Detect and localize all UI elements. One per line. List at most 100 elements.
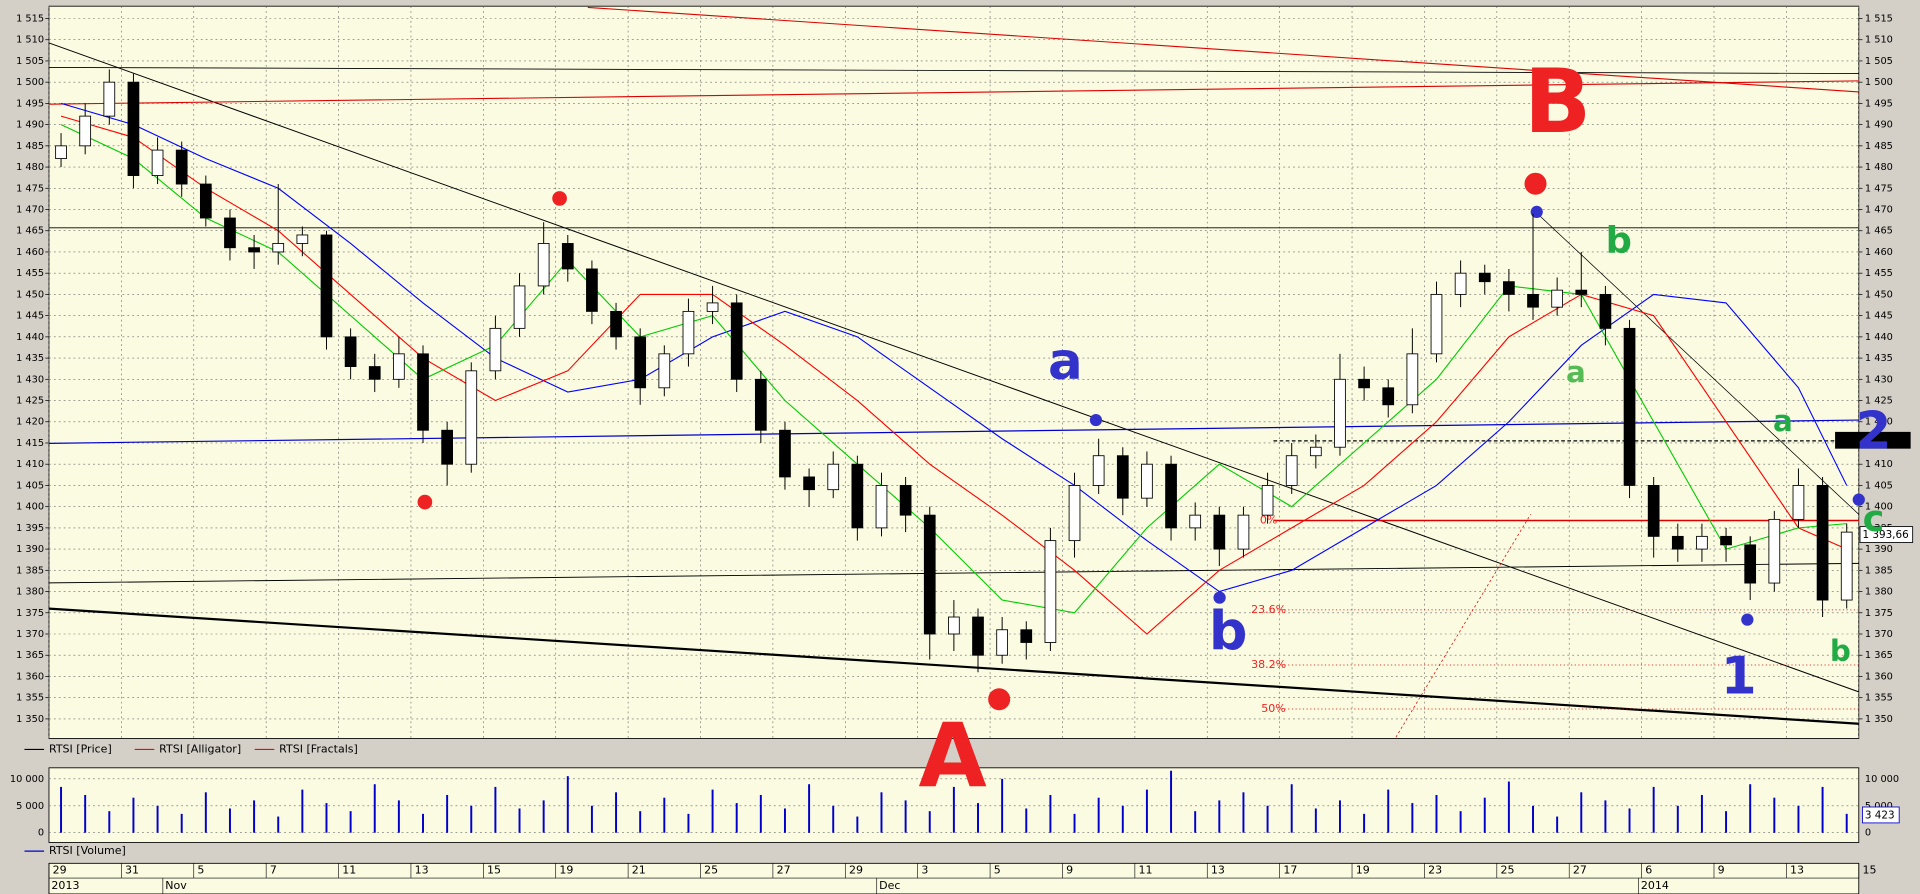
candle-body [803,476,815,491]
candle-body [1213,514,1226,550]
candle-body [1744,544,1757,584]
y-tick-label: 1 375 [1865,608,1893,619]
y-tick-label: 1 485 [1865,141,1893,152]
y-tick-label: 1 415 [16,438,44,449]
candle-body [1647,485,1660,537]
candle-body [199,183,212,219]
y-tick-label: 1 405 [1865,480,1893,491]
y-tick-label: 1 355 [1865,693,1893,704]
y-tick-label: 1 405 [16,480,44,491]
marker-dot [552,191,567,206]
price-box-label: 3 423 [1865,810,1895,822]
candle-body [513,285,526,329]
candle-body [248,247,260,253]
hand-annotation: 1 [1721,647,1757,707]
y-tick-label: 1 465 [16,226,44,237]
y-tick-label: 1 400 [1865,502,1893,513]
y-tick-label: 1 390 [1865,544,1893,555]
y-tick-label: 1 430 [1865,374,1893,385]
x-tick-label: 17 [1283,864,1297,877]
marker-dot [988,688,1011,711]
y-tick-label: 1 470 [16,205,44,216]
y-tick-label: 1 505 [16,56,44,67]
candle-body [1816,485,1829,601]
x-tick-label: 13 [1790,864,1804,877]
y-tick-label: 1 495 [16,98,44,109]
candle-body [899,485,912,516]
y-tick-label: 1 380 [1865,587,1893,598]
y-tick-label: 1 515 [1865,13,1893,24]
y-tick-label: 1 495 [1865,98,1893,109]
x-tick-label: 25 [704,864,718,877]
hand-annotation: B [1524,50,1591,153]
y-tick-label: 1 485 [16,141,44,152]
candle-body [1285,455,1298,486]
y-tick-label: 1 425 [1865,396,1893,407]
y-tick-label: 1 450 [1865,289,1893,300]
y-tick-label: 1 500 [16,77,44,88]
y-tick-label: 1 360 [16,671,44,682]
candle-body [610,310,622,338]
x-tick-label: 15 [1862,864,1876,877]
candle-body [1551,289,1564,308]
y-tick-label: 1 430 [16,374,44,385]
legend-label: RTSI [Price] [49,742,112,755]
candle-body [368,366,381,380]
candle-body [344,336,357,368]
hand-annotation: b [1209,599,1248,662]
trend-line [48,42,1859,693]
candle-body [1768,518,1781,584]
candle-body [151,149,164,176]
period-label: 2013 [51,879,79,892]
y-tick-label: 1 385 [1865,565,1893,576]
marker-dot [1089,413,1103,427]
y-tick-label: 1 480 [16,162,44,173]
y-tick-label: 1 395 [16,523,44,534]
period-label: Dec [879,879,900,892]
y-tick-label: 5 000 [1865,801,1893,812]
candle-body [586,268,598,312]
y-tick-label: 1 515 [16,13,44,24]
hand-annotation: 2 [1856,402,1892,462]
trend-line [48,562,1859,584]
x-tick-label: 15 [487,864,501,877]
y-tick-label: 1 510 [16,35,44,46]
fib-label: 38.2% [1251,658,1286,671]
candle-body [1092,455,1105,486]
candle-body [1334,378,1346,448]
legend-label: RTSI [Alligator] [159,742,241,755]
candle-body [948,616,960,635]
candle-body [224,217,236,249]
candle-body [1309,446,1322,457]
y-tick-label: 1 475 [16,183,44,194]
candle-body [1671,535,1684,550]
candle-body [923,514,936,635]
y-tick-label: 1 510 [1865,35,1893,46]
candle-body [465,370,478,465]
hand-annotation: a [1566,355,1586,389]
y-tick-label: 1 445 [16,311,44,322]
candle-body [272,243,285,253]
candle-body [1599,293,1612,329]
x-tick-label: 21 [632,864,646,877]
hand-annotation: a [1048,332,1083,392]
x-tick-label: 19 [559,864,573,877]
y-tick-label: 1 450 [16,289,44,300]
candle-body [296,234,309,244]
candle-body [1720,535,1732,546]
y-tick-label: 1 425 [16,396,44,407]
level-line [48,419,1859,444]
y-tick-label: 1 435 [16,353,44,364]
y-tick-label: 0 [1865,828,1871,839]
y-tick-label: 1 355 [16,693,44,704]
candle-body [1116,455,1129,499]
candle-body [1527,293,1539,308]
candle-body [1189,514,1202,529]
trend-line [587,6,1859,93]
y-tick-label: 1 465 [1865,226,1893,237]
candle-body [730,302,743,380]
candle-body [1454,272,1467,295]
x-tick-label: 11 [1139,864,1153,877]
y-tick-label: 1 480 [1865,162,1893,173]
